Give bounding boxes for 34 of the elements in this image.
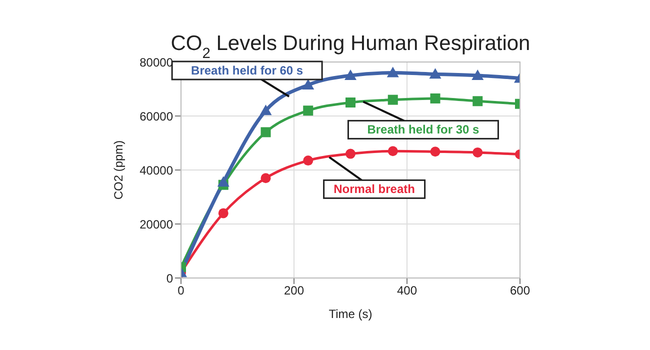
y-tick-label: 20000 [140, 217, 174, 232]
point [472, 96, 483, 106]
point [388, 146, 398, 156]
x-tick-label: 600 [510, 284, 530, 298]
point [260, 173, 271, 184]
point [302, 78, 314, 90]
point [344, 70, 356, 80]
point [430, 93, 440, 104]
point [260, 127, 271, 138]
series-label: Breath held for 30 s [367, 122, 480, 137]
y-tick-label: 40000 [140, 163, 174, 178]
point [430, 146, 440, 157]
y-tick-label: 0 [166, 271, 174, 286]
text: Normal breath [334, 182, 415, 196]
x-axis-title: Time (s) [328, 307, 372, 321]
y-tick-label: 60000 [140, 109, 174, 124]
point [218, 208, 228, 218]
series-label: Breath held for 60 s [191, 63, 304, 78]
y-axis-title: CO2 (ppm) [111, 140, 126, 200]
point [472, 147, 483, 158]
point [346, 148, 356, 159]
point [346, 98, 356, 108]
point [260, 104, 272, 116]
x-tick-label: 0 [178, 284, 185, 298]
x-tick-label: 200 [284, 284, 304, 298]
point [303, 106, 314, 116]
point [472, 70, 484, 80]
y-tick-label: 80000 [140, 55, 174, 70]
point [303, 156, 314, 166]
point [388, 94, 398, 105]
x-tick-label: 400 [396, 284, 418, 298]
point [386, 66, 399, 78]
point [429, 68, 442, 79]
point [217, 176, 230, 187]
